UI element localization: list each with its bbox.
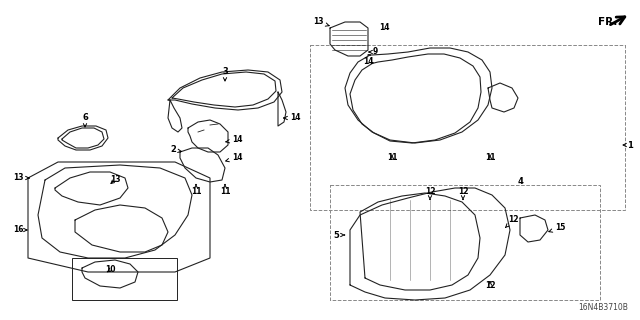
Text: 12: 12 (458, 188, 468, 199)
Text: 15: 15 (549, 223, 565, 233)
Text: 10: 10 (105, 266, 115, 275)
Text: 14: 14 (226, 135, 243, 145)
Text: 5: 5 (333, 230, 344, 239)
Text: 13: 13 (13, 173, 29, 182)
Text: 14: 14 (363, 58, 373, 67)
Text: 11: 11 (220, 185, 230, 196)
Bar (72, 258, 177, 300)
Bar (310, 45, 625, 210)
Text: 13: 13 (313, 18, 329, 27)
Text: 9: 9 (369, 47, 378, 57)
Text: 11: 11 (484, 154, 495, 163)
Text: 14: 14 (284, 114, 300, 123)
Text: 12: 12 (425, 188, 435, 199)
Text: 1: 1 (623, 140, 633, 149)
Text: 13: 13 (109, 175, 120, 185)
Text: 16N4B3710B: 16N4B3710B (578, 303, 628, 312)
Text: 14: 14 (226, 154, 243, 163)
Text: 11: 11 (191, 185, 201, 196)
Text: 16: 16 (13, 226, 27, 235)
Text: 3: 3 (222, 68, 228, 81)
Text: 14: 14 (379, 23, 389, 33)
Text: 12: 12 (484, 281, 495, 290)
Text: 6: 6 (82, 114, 88, 127)
Text: FR.: FR. (598, 17, 618, 27)
Bar (330, 185, 600, 300)
Text: 4: 4 (517, 178, 523, 187)
Text: 2: 2 (170, 146, 182, 155)
Text: 12: 12 (506, 215, 518, 228)
Text: 11: 11 (387, 154, 397, 163)
